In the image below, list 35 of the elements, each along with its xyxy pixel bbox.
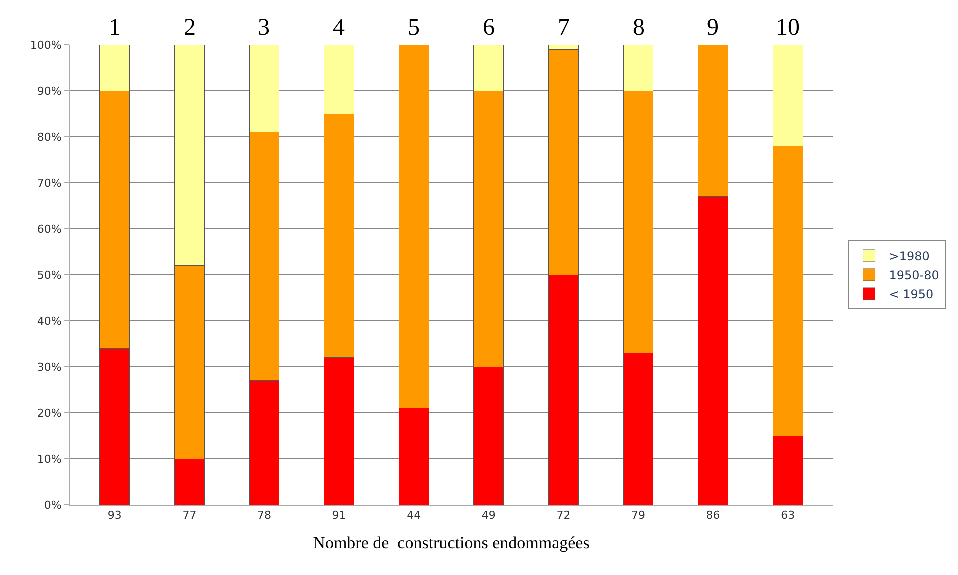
x-tick-label: 86 <box>706 509 720 522</box>
legend-label: >1980 <box>889 250 930 264</box>
x-tick-label: 93 <box>108 509 122 522</box>
annotation: 1 <box>109 15 121 41</box>
y-tick-label: 90% <box>37 84 62 98</box>
y-tick-label: 80% <box>37 130 62 144</box>
x-tick-label: 49 <box>482 509 496 522</box>
x-tick-label: 63 <box>781 509 796 522</box>
x-tick-label: 78 <box>257 509 272 522</box>
x-tick-label: 79 <box>632 509 646 522</box>
x-tick-label: 44 <box>407 509 422 522</box>
legend-label: 1950-80 <box>889 268 940 283</box>
x-tick-label: 77 <box>182 509 197 522</box>
annotation: 5 <box>408 15 420 41</box>
annotation: 10 <box>776 15 800 41</box>
y-tick-label: 20% <box>37 406 62 420</box>
y-tick-label: 40% <box>37 314 62 328</box>
annotation: 4 <box>333 15 345 41</box>
annotation: 2 <box>184 15 196 41</box>
x-tick-label: 91 <box>332 509 346 522</box>
annotation: 3 <box>258 15 270 41</box>
annotation: 8 <box>633 15 645 41</box>
annotation: 6 <box>483 15 495 41</box>
y-tick-label: 10% <box>37 452 62 466</box>
y-tick-label: 50% <box>37 268 62 282</box>
annotation: 9 <box>707 15 719 41</box>
y-tick-label: 0% <box>44 498 62 512</box>
y-tick-label: 100% <box>30 38 62 52</box>
x-tick-label: 72 <box>556 509 571 522</box>
annotation: 7 <box>558 15 570 41</box>
y-tick-label: 30% <box>37 360 62 374</box>
y-tick-label: 60% <box>37 222 62 236</box>
legend-label: < 1950 <box>889 288 934 302</box>
x-axis-title: Nombre de constructions endommagées <box>313 534 590 553</box>
y-tick-label: 70% <box>37 176 62 190</box>
